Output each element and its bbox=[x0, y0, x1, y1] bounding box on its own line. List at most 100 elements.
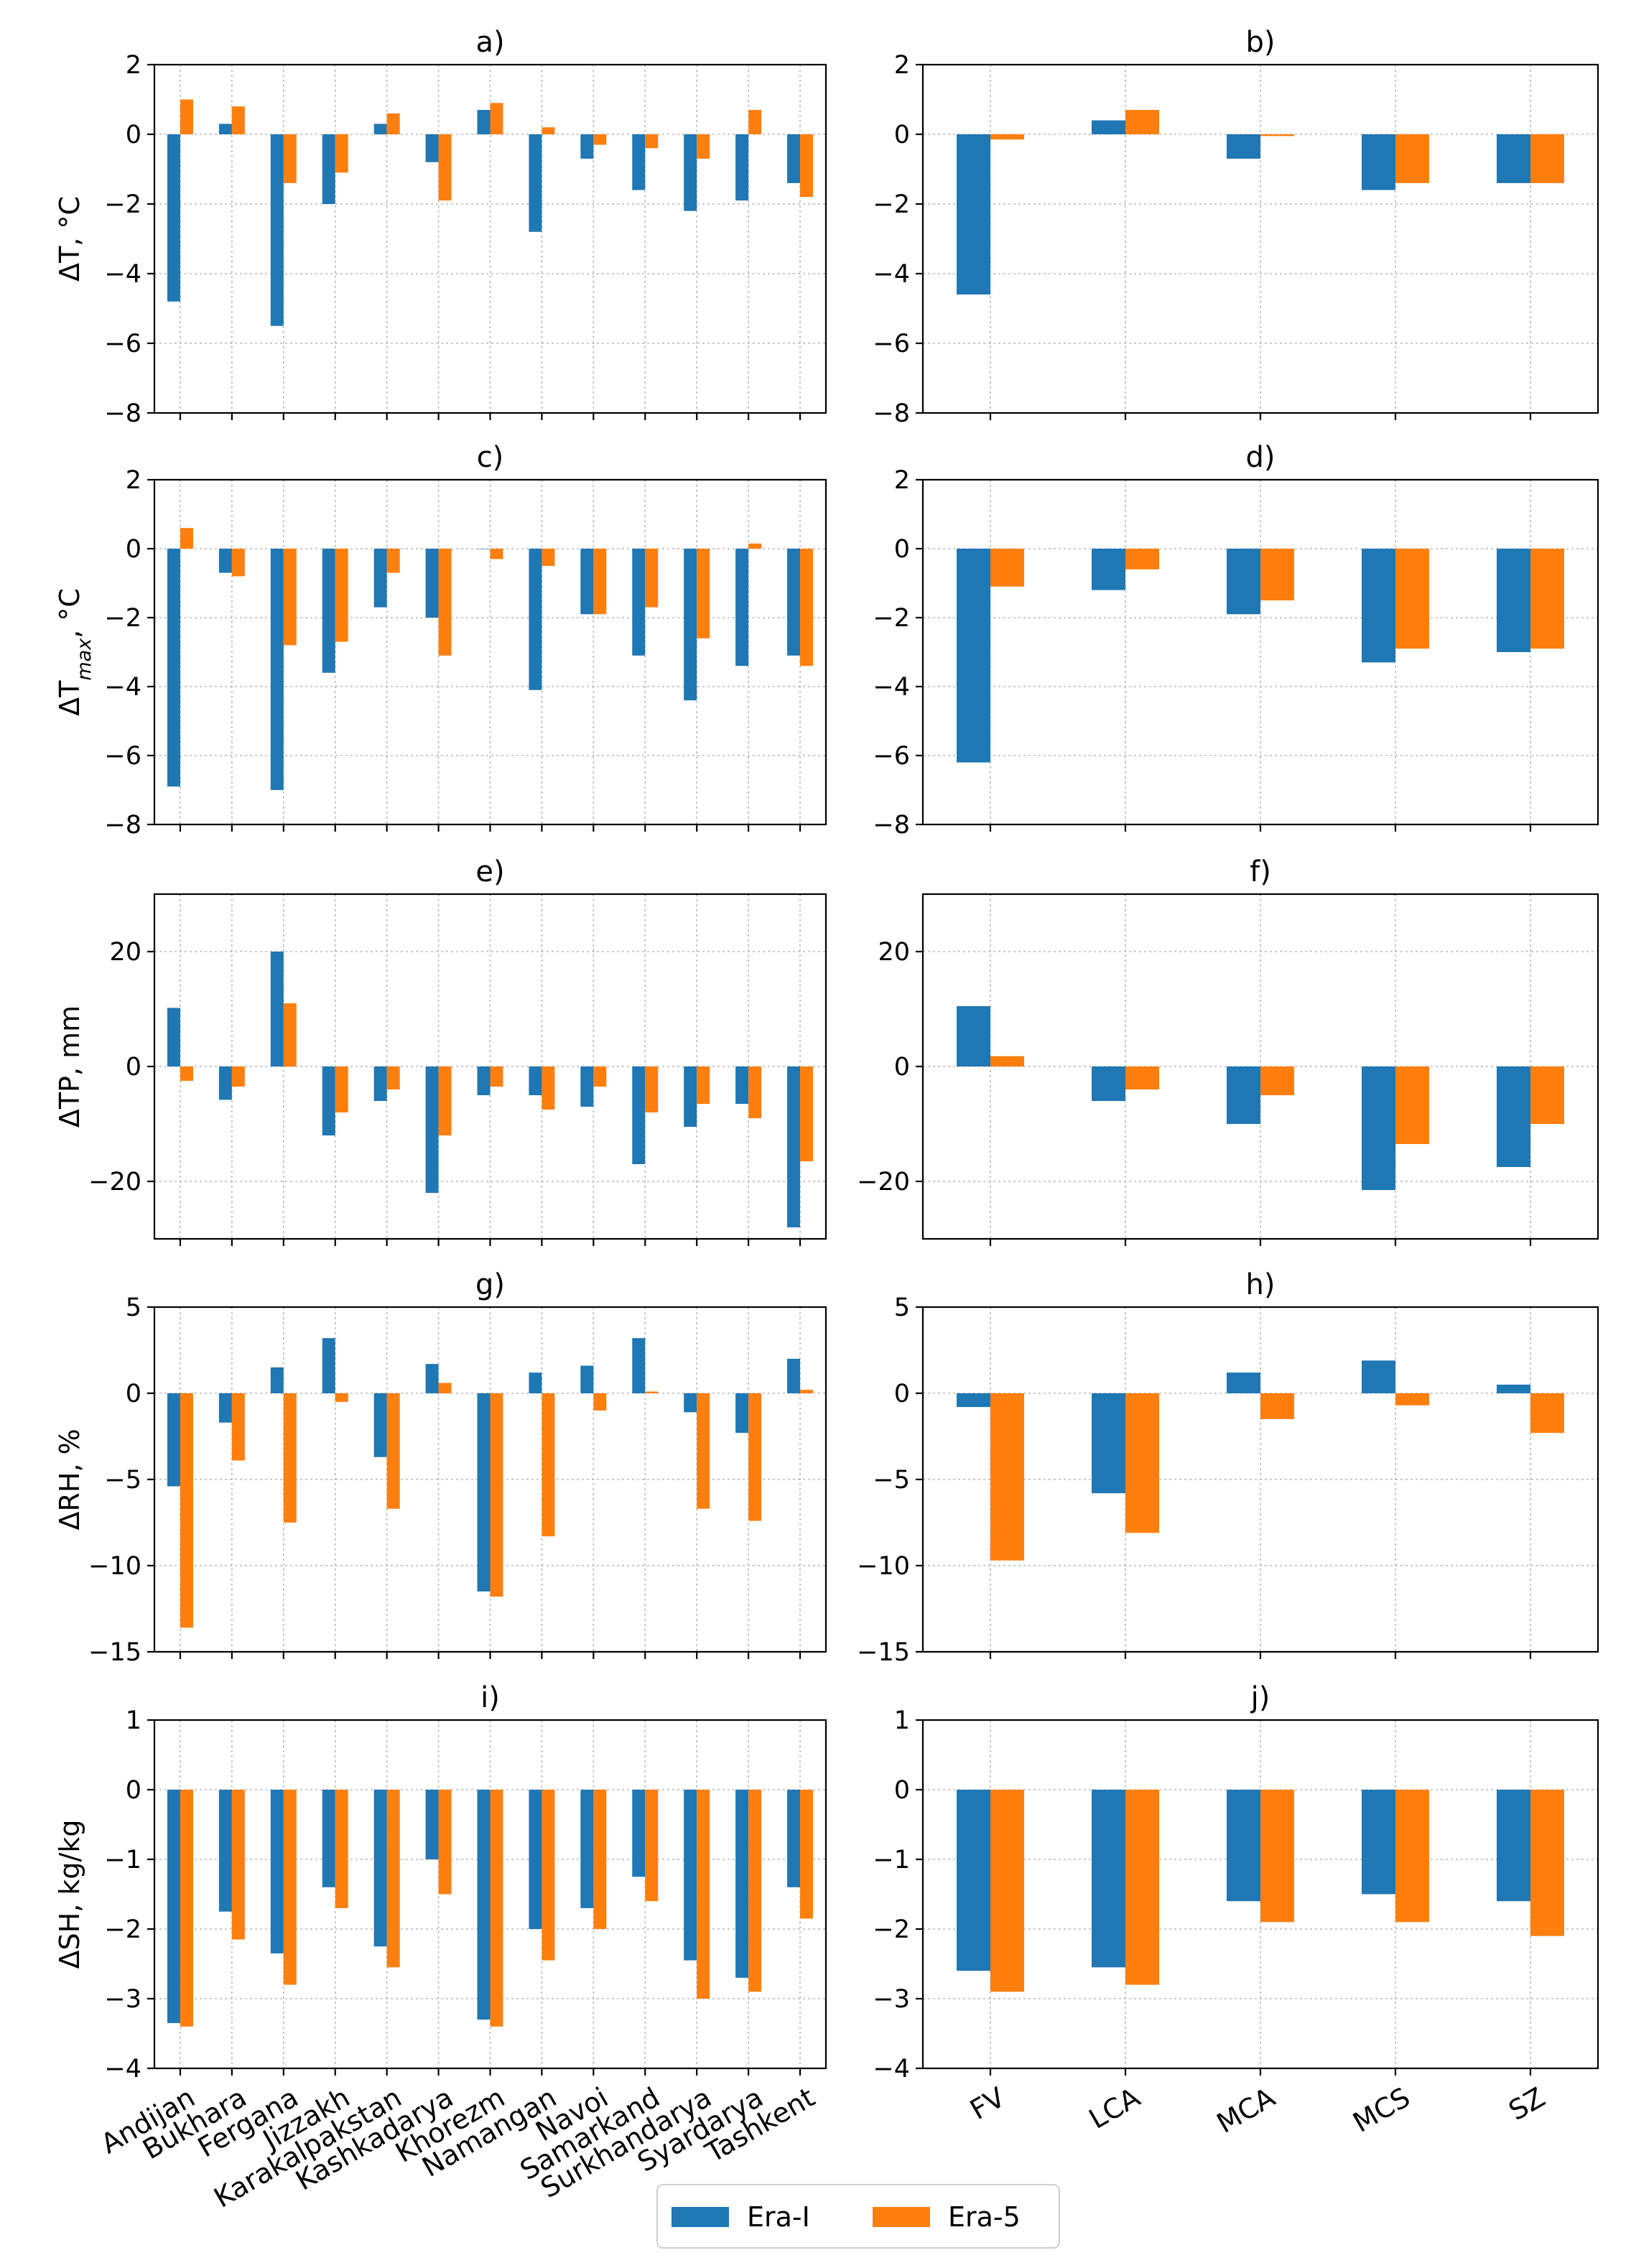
bar-i-era-5-kashkadarya bbox=[438, 1790, 452, 1895]
ytick-label: 2 bbox=[126, 466, 141, 495]
ytick-label: −8 bbox=[104, 399, 141, 428]
bar-i-era-5-khorezm bbox=[490, 1790, 503, 2027]
ytick-label: 0 bbox=[126, 1053, 141, 1082]
bar-j-era-i-mcs bbox=[1362, 1790, 1395, 1895]
bar-a-era-i-surkhandarya bbox=[684, 134, 697, 211]
ylabel-i: ΔSH, kg/kg bbox=[54, 1820, 85, 1969]
bar-e-era-5-bukhara bbox=[231, 1066, 245, 1087]
panel-h: h) 5 0 −5 −10 −15 bbox=[857, 1268, 1599, 1667]
bar-g-era-i-surkhandarya bbox=[684, 1393, 697, 1413]
ytick-label: −10 bbox=[857, 1552, 910, 1581]
ytick-label: −3 bbox=[104, 1985, 141, 2014]
bar-c-era-5-fergana bbox=[283, 549, 297, 646]
bar-b-era-5-mca bbox=[1260, 134, 1294, 136]
bar-a-era-i-karakalpakstan bbox=[373, 124, 387, 134]
bar-a-era-i-tashkent bbox=[787, 134, 801, 183]
ylabel-e: ΔTP, mm bbox=[54, 1005, 85, 1128]
bar-g-era-5-karakalpakstan bbox=[386, 1393, 400, 1509]
bar-d-era-i-mcs bbox=[1362, 549, 1395, 663]
bar-g-era-i-andijan bbox=[167, 1393, 180, 1487]
ytick-label: −15 bbox=[88, 1638, 141, 1667]
ylabel-c: ΔTmax, °C bbox=[54, 588, 96, 716]
bar-i-era-5-surkhandarya bbox=[697, 1790, 710, 1999]
xtick-label-sz: SZ bbox=[1503, 2081, 1550, 2127]
bar-e-era-i-samarkand bbox=[632, 1066, 646, 1164]
bar-e-era-i-khorezm bbox=[477, 1066, 491, 1095]
bar-a-era-5-fergana bbox=[283, 134, 297, 183]
bar-b-era-5-sz bbox=[1530, 134, 1564, 183]
bar-e-era-5-syardarya bbox=[748, 1066, 762, 1118]
bar-j-era-5-fv bbox=[990, 1790, 1024, 1992]
bar-j-era-5-mca bbox=[1260, 1790, 1294, 1923]
bar-a-era-5-karakalpakstan bbox=[386, 113, 400, 134]
bar-g-era-5-samarkand bbox=[645, 1391, 659, 1393]
bar-e-era-5-kashkadarya bbox=[438, 1066, 452, 1135]
bar-c-era-5-bukhara bbox=[231, 549, 245, 577]
bar-j-era-i-fv bbox=[957, 1790, 990, 1971]
legend-swatch-era-5 bbox=[873, 2207, 930, 2227]
bar-h-era-5-mca bbox=[1260, 1393, 1294, 1419]
bar-g-era-i-fergana bbox=[270, 1367, 284, 1393]
bar-i-era-i-fergana bbox=[270, 1790, 284, 1953]
ytick-label: −5 bbox=[873, 1466, 910, 1495]
bar-g-era-5-andijan bbox=[180, 1393, 193, 1628]
bar-j-era-i-sz bbox=[1497, 1790, 1530, 1902]
bar-a-era-5-namangan bbox=[542, 127, 555, 134]
bar-f-era-5-mcs bbox=[1395, 1066, 1429, 1144]
ytick-label: 0 bbox=[126, 1380, 141, 1408]
bar-b-era-5-fv bbox=[990, 134, 1024, 140]
bar-e-era-5-andijan bbox=[180, 1066, 193, 1081]
bar-d-era-i-sz bbox=[1497, 549, 1530, 652]
bar-i-era-5-fergana bbox=[283, 1790, 297, 1985]
bar-a-era-i-samarkand bbox=[632, 134, 646, 190]
bar-b-era-5-mcs bbox=[1395, 134, 1429, 183]
bar-g-era-i-karakalpakstan bbox=[373, 1393, 387, 1457]
bar-c-era-i-surkhandarya bbox=[684, 549, 697, 701]
bar-c-era-i-namangan bbox=[529, 549, 542, 690]
bar-g-era-5-navoi bbox=[593, 1393, 607, 1410]
bar-d-era-5-mca bbox=[1260, 549, 1294, 600]
ytick-label: −8 bbox=[873, 811, 910, 840]
ytick-label: −2 bbox=[873, 1915, 910, 1944]
bar-a-era-i-syardarya bbox=[735, 134, 749, 201]
bar-e-era-i-namangan bbox=[529, 1066, 542, 1095]
bar-e-era-i-navoi bbox=[580, 1066, 594, 1107]
bar-i-era-i-khorezm bbox=[477, 1790, 491, 2020]
bar-g-era-i-kashkadarya bbox=[425, 1364, 439, 1393]
bar-i-era-i-karakalpakstan bbox=[373, 1790, 387, 1947]
bar-e-era-i-syardarya bbox=[735, 1066, 749, 1104]
bar-a-era-i-namangan bbox=[529, 134, 542, 232]
ytick-label: −4 bbox=[873, 673, 910, 702]
bar-a-era-5-tashkent bbox=[800, 134, 814, 197]
bar-h-era-5-lca bbox=[1125, 1393, 1159, 1533]
ytick-label: −8 bbox=[873, 399, 910, 428]
bar-i-era-5-namangan bbox=[542, 1790, 555, 1961]
bar-c-era-5-tashkent bbox=[800, 549, 814, 666]
bar-g-era-i-jizzakh bbox=[322, 1338, 335, 1393]
bar-d-era-i-mca bbox=[1227, 549, 1260, 615]
legend-swatch-era-i bbox=[672, 2207, 729, 2227]
bar-g-era-5-jizzakh bbox=[335, 1393, 348, 1402]
ytick-label: −8 bbox=[104, 811, 141, 840]
bar-h-era-i-mca bbox=[1227, 1372, 1260, 1393]
bar-c-era-i-fergana bbox=[270, 549, 284, 790]
ytick-label: 2 bbox=[894, 466, 910, 495]
bar-a-era-5-samarkand bbox=[645, 134, 659, 149]
bar-e-era-i-surkhandarya bbox=[684, 1066, 697, 1127]
ytick-label: 0 bbox=[126, 121, 141, 149]
bar-d-era-i-fv bbox=[957, 549, 990, 763]
bar-g-era-5-namangan bbox=[542, 1393, 555, 1537]
ytick-label: 1 bbox=[894, 1706, 910, 1735]
bar-b-era-i-mcs bbox=[1362, 134, 1395, 190]
bar-g-era-5-bukhara bbox=[231, 1393, 245, 1461]
bar-g-era-5-khorezm bbox=[490, 1393, 503, 1597]
ytick-label: −5 bbox=[104, 1466, 141, 1495]
panel-a: a) 2 0 −2 −4 −6 −8 ΔT, °C bbox=[54, 26, 827, 428]
bar-i-era-i-syardarya bbox=[735, 1790, 749, 1978]
xtick-label-fv: FV bbox=[965, 2081, 1010, 2126]
bar-g-era-5-syardarya bbox=[748, 1393, 762, 1521]
bar-b-era-i-mca bbox=[1227, 134, 1260, 159]
panel-title-i: i) bbox=[480, 1681, 500, 1714]
bar-c-era-i-bukhara bbox=[218, 549, 232, 573]
bar-c-era-5-navoi bbox=[593, 549, 607, 615]
